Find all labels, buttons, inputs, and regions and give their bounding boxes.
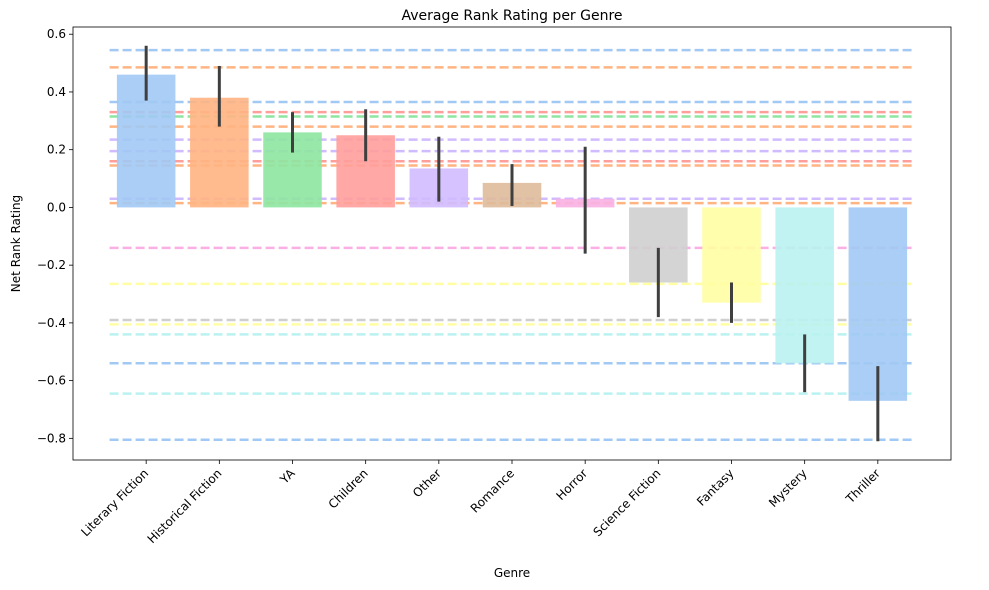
- y-axis-ticks: 0.6 0.4 0.2 0.0 −0.2 −0.4 −0.6 −0.8: [37, 27, 73, 445]
- y-tick-label: −0.2: [37, 258, 66, 272]
- x-tick-label: Children: [326, 466, 371, 511]
- x-axis-label: Genre: [494, 566, 530, 580]
- y-axis-label: Net Rank Rating: [9, 195, 23, 292]
- x-tick-label: Historical Fiction: [145, 466, 225, 546]
- x-tick-label: Mystery: [766, 466, 810, 510]
- chart-title: Average Rank Rating per Genre: [401, 8, 622, 24]
- y-tick-label: −0.4: [37, 316, 66, 330]
- y-tick-label: 0.0: [47, 200, 66, 214]
- x-tick-label: Thriller: [843, 466, 883, 506]
- error-bars: [144, 45, 880, 442]
- x-tick-label: YA: [277, 466, 298, 487]
- x-tick-label: Other: [410, 466, 444, 500]
- x-tick-label: Science Fiction: [590, 466, 663, 539]
- x-tick-label: Fantasy: [694, 466, 737, 509]
- x-tick-label: Horror: [553, 466, 590, 503]
- y-tick-label: 0.4: [47, 85, 66, 99]
- x-tick-label: Literary Fiction: [78, 466, 151, 539]
- y-tick-label: −0.6: [37, 374, 66, 388]
- x-tick-label: Romance: [468, 466, 517, 515]
- y-tick-label: 0.6: [47, 27, 66, 41]
- y-tick-label: −0.8: [37, 431, 66, 445]
- y-tick-label: 0.2: [47, 143, 66, 157]
- bars: [116, 74, 908, 401]
